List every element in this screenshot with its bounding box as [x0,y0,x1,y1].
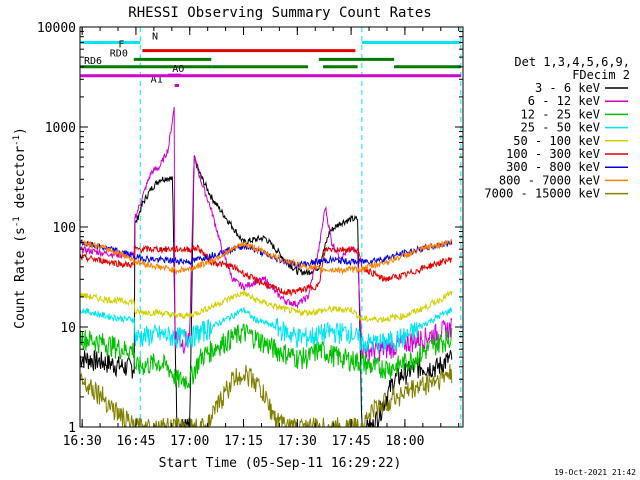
legend-label-4: 50 - 100 keV [513,134,600,148]
series-line-7 [79,238,453,276]
legend-label-1: 6 - 12 keV [528,94,600,108]
x-tick-label: 16:45 [116,434,155,449]
flag-label: RD6 [84,56,102,67]
y-tick-label: 100 [53,221,76,236]
y-axis-label-sup2: -1 [12,135,22,146]
legend-label-3: 25 - 50 keV [521,121,600,135]
y-axis-label: Count Rate (s-1 detector-1) [12,127,28,329]
x-tick-label: 17:30 [278,434,317,449]
legend-label-8: 7000 - 15000 keV [484,187,600,201]
series-line-0 [79,155,453,428]
generation-timestamp: 19-Oct-2021 21:42 [554,468,636,477]
flag-label: F [118,40,124,51]
series-line-5 [79,244,453,297]
y-tick-label: 10000 [37,21,76,36]
chart-title: RHESSI Observing Summary Count Rates [128,5,431,21]
x-tick-label: 17:00 [170,434,209,449]
y-axis-label-part1: Count Rate (s [13,227,28,329]
y-tick-label: 1000 [45,121,76,136]
legend-label-7: 800 - 7000 keV [499,173,600,187]
y-tick-label: 10 [60,321,76,336]
series-line-4 [79,290,453,323]
legend-label-0: 3 - 6 keV [535,81,600,95]
series-line-2 [79,323,453,390]
flag-label: AO [172,64,184,75]
flag-label: N [152,31,158,42]
legend-header-line2: FDecim 2 [572,68,630,82]
x-tick-label: 17:15 [224,434,263,449]
flag-label: RD0 [110,48,128,59]
legend-header-line1: Det 1,3,4,5,6,9, [514,55,630,69]
y-tick-label: 1 [68,421,76,436]
y-axis-label-sup1: -1 [12,216,22,227]
y-axis-label-part2: detector [13,146,28,217]
y-axis-label-part3: ) [13,127,28,135]
series-line-3 [79,306,453,354]
legend-label-5: 100 - 300 keV [506,147,600,161]
series-line-1 [79,106,453,362]
flag-label: A1 [151,75,163,86]
x-tick-label: 17:45 [332,434,371,449]
legend-label-2: 12 - 25 keV [521,107,600,121]
legend-label-6: 300 - 800 keV [506,160,600,174]
x-tick-label: 18:00 [385,434,424,449]
x-axis-label: Start Time (05-Sep-11 16:29:22) [159,456,402,471]
x-tick-label: 16:30 [63,434,102,449]
